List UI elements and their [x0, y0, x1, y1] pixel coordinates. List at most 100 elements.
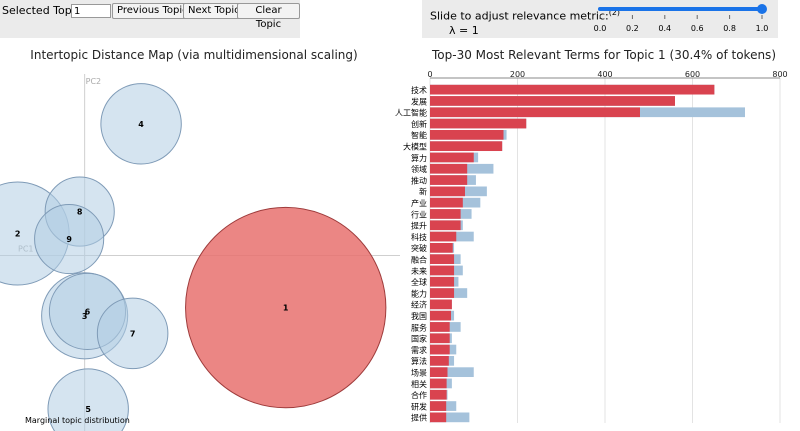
term-label-推动[interactable]: 推动: [411, 175, 427, 185]
topic-bar-未来[interactable]: [430, 265, 455, 276]
topic-bar-相关[interactable]: [430, 378, 447, 389]
overall-bar-提供[interactable]: [430, 412, 470, 423]
topic-bar-服务[interactable]: [430, 322, 450, 332]
term-label-研发[interactable]: 研发: [411, 401, 427, 411]
bar-xtick-label: 200: [510, 70, 525, 79]
topic-bar-全球[interactable]: [430, 276, 455, 287]
term-label-我国[interactable]: 我国: [411, 311, 427, 321]
topic-control-panel: Selected Topic: Previous Topic Next Topi…: [0, 0, 300, 38]
selected-topic-input[interactable]: [71, 4, 111, 18]
bar-xtick-label: 400: [597, 70, 612, 79]
term-label-技术[interactable]: 技术: [411, 85, 427, 95]
term-label-发展[interactable]: 发展: [411, 96, 427, 106]
topic-bar-发展[interactable]: [430, 96, 675, 106]
topic-bar-智能[interactable]: [430, 129, 504, 140]
slider-tick-label: 1.0: [756, 24, 769, 33]
overall-bar-场景[interactable]: [430, 367, 474, 378]
term-label-需求[interactable]: 需求: [411, 345, 427, 355]
topic-circle-5[interactable]: [47, 368, 129, 431]
selected-topic-label: Selected Topic:: [2, 4, 85, 17]
topic-bar-创新[interactable]: [430, 118, 527, 129]
scatter-title: Intertopic Distance Map (via multidimens…: [30, 48, 357, 62]
term-label-提升[interactable]: 提升: [411, 221, 427, 231]
topic-label-3: 3: [82, 312, 88, 321]
term-label-合作[interactable]: 合作: [411, 390, 427, 400]
term-label-场景[interactable]: 场景: [411, 369, 427, 378]
topic-label-6: 6: [85, 307, 91, 316]
topic-circle-7[interactable]: [96, 297, 169, 370]
previous-topic-button[interactable]: Previous Topic: [112, 3, 193, 19]
term-label-全球[interactable]: 全球: [411, 277, 427, 287]
term-label-新[interactable]: 新: [419, 187, 427, 197]
topic-bar-合作[interactable]: [430, 389, 447, 400]
topic-bar-融合[interactable]: [430, 254, 455, 265]
slider-tick-label: 0.8: [723, 24, 736, 33]
topic-bar-国家[interactable]: [430, 333, 450, 344]
slider-tick-label: 0.0: [594, 24, 607, 33]
term-label-突破[interactable]: 突破: [411, 243, 427, 253]
topic-circle-4[interactable]: [100, 83, 182, 165]
topic-bar-人工智能[interactable]: [430, 107, 640, 118]
topic-bar-科技[interactable]: [430, 231, 457, 242]
term-label-人工智能[interactable]: 人工智能: [395, 108, 427, 118]
topic-bar-突破[interactable]: [430, 242, 453, 253]
bar-chart-title: Top-30 Most Relevant Terms for Topic 1 (…: [431, 48, 776, 62]
topic-label-2: 2: [15, 230, 21, 239]
topic-bar-我国[interactable]: [430, 310, 451, 321]
topic-bar-新[interactable]: [430, 186, 465, 197]
slider-thumb[interactable]: [757, 4, 767, 14]
topic-circle-9[interactable]: [34, 203, 105, 275]
term-label-国家[interactable]: 国家: [411, 334, 427, 344]
topic-bar-算法[interactable]: [430, 355, 449, 366]
term-label-相关[interactable]: 相关: [411, 379, 427, 389]
term-label-行业[interactable]: 行业: [411, 209, 427, 219]
term-label-经济[interactable]: 经济: [411, 300, 427, 310]
pc2-label: PC2: [86, 77, 102, 86]
topic-bar-领域[interactable]: [430, 163, 468, 174]
topic-label-5: 5: [85, 405, 91, 414]
term-label-能力[interactable]: 能力: [411, 288, 427, 298]
term-label-算法[interactable]: 算法: [411, 356, 427, 366]
relevance-slider-label: Slide to adjust relevance metric:(2): [430, 8, 620, 23]
topic-bar-提升[interactable]: [430, 220, 461, 231]
term-label-算力[interactable]: 算力: [411, 153, 427, 163]
topic-bar-需求[interactable]: [430, 344, 450, 355]
bar-xtick-label: 800: [772, 70, 787, 79]
topic-label-7: 7: [130, 329, 136, 338]
clear-topic-button[interactable]: Clear Topic: [237, 3, 300, 30]
topic-circle-1[interactable]: [185, 206, 387, 409]
relevance-footnote: (2): [608, 8, 621, 17]
topic-bar-算力[interactable]: [430, 152, 474, 163]
topic-bar-大模型[interactable]: [430, 141, 503, 152]
term-label-融合[interactable]: 融合: [411, 255, 427, 265]
term-label-服务[interactable]: 服务: [411, 322, 427, 332]
term-label-未来[interactable]: 未来: [411, 266, 427, 276]
topic-label-1: 1: [283, 304, 289, 313]
topic-bar-场景[interactable]: [430, 367, 448, 378]
topic-bar-提供[interactable]: [430, 412, 447, 423]
topic-bar-经济[interactable]: [430, 299, 452, 310]
topic-bar-产业[interactable]: [430, 197, 463, 208]
lambda-readout: λ = 1: [449, 24, 479, 37]
topic-bar-行业[interactable]: [430, 209, 461, 219]
topic-bar-能力[interactable]: [430, 288, 455, 298]
topic-bar-技术[interactable]: [430, 84, 715, 95]
term-label-科技[interactable]: 科技: [411, 232, 427, 242]
topic-bar-研发[interactable]: [430, 401, 447, 411]
topic-label-8: 8: [77, 208, 83, 217]
term-label-大模型[interactable]: 大模型: [403, 142, 427, 152]
topic-label-9: 9: [66, 235, 72, 244]
relevance-slider-label-text: Slide to adjust relevance metric:: [430, 9, 609, 23]
term-label-创新[interactable]: 创新: [411, 119, 427, 129]
slider-tick-label: 0.6: [691, 24, 704, 33]
term-label-领域[interactable]: 领域: [411, 164, 427, 174]
topic-label-4: 4: [138, 120, 144, 129]
term-label-提供[interactable]: 提供: [411, 413, 427, 423]
bar-xtick-label: 0: [427, 70, 432, 79]
marginal-distribution-legend: Marginal topic distribution: [25, 416, 130, 425]
bar-xtick-label: 600: [685, 70, 700, 79]
term-label-产业[interactable]: 产业: [411, 198, 427, 208]
topic-bar-推动[interactable]: [430, 175, 468, 185]
term-label-智能[interactable]: 智能: [411, 130, 427, 140]
